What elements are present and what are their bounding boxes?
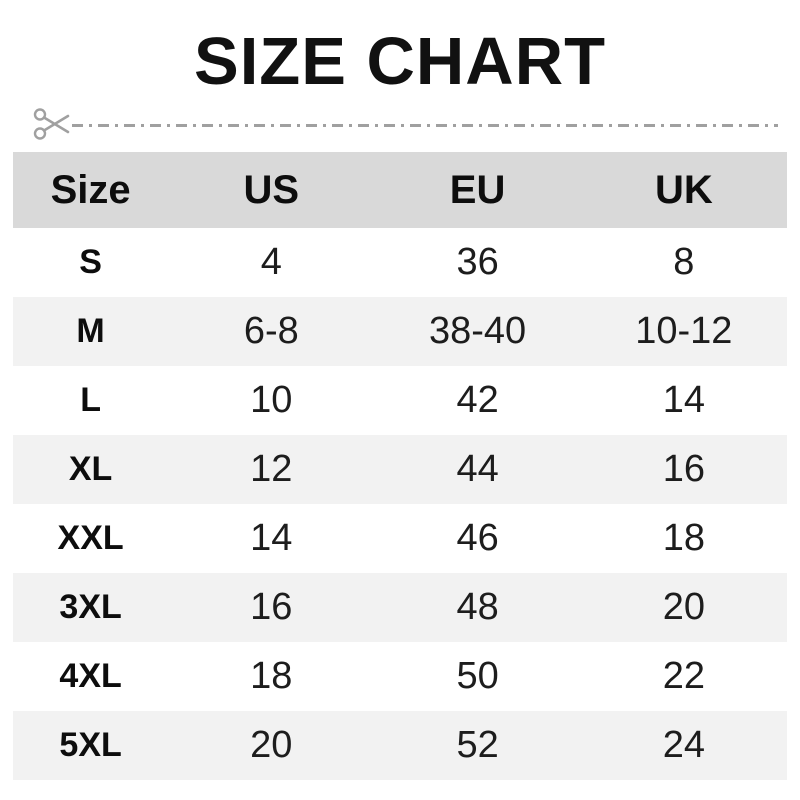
size-cell: M [76, 312, 105, 350]
uk-value-cell: 16 [662, 448, 705, 490]
table-row: XL 12 44 16 [13, 435, 787, 504]
uk-value-cell: 18 [662, 517, 705, 559]
dash-dot-line [72, 124, 778, 127]
size-cell: 3XL [59, 588, 122, 626]
size-cell: S [79, 243, 102, 281]
us-value-cell: 6-8 [243, 310, 299, 352]
table-row: L 10 42 14 [13, 366, 787, 435]
uk-value-cell: 14 [662, 379, 705, 421]
eu-value-cell: 52 [456, 724, 499, 766]
us-value-cell: 12 [250, 448, 293, 490]
eu-value-cell: 46 [456, 517, 499, 559]
header-eu: EU [374, 152, 581, 228]
eu-value-cell: 42 [456, 379, 499, 421]
us-value-cell: 20 [250, 724, 293, 766]
us-value-cell: 4 [260, 241, 282, 283]
cut-line [0, 104, 800, 144]
table-row: 4XL 18 50 22 [13, 642, 787, 711]
table-row: 5XL 20 52 24 [13, 711, 787, 780]
size-cell: 5XL [59, 726, 122, 764]
size-cell: XL [68, 450, 113, 488]
header-uk: UK [580, 152, 787, 228]
header-us: US [168, 152, 375, 228]
size-cell: L [80, 381, 101, 419]
uk-value-cell: 10-12 [635, 310, 733, 352]
size-cell: 4XL [59, 657, 122, 695]
scissors-icon [33, 108, 70, 140]
size-cell: XXL [57, 519, 124, 557]
eu-value-cell: 44 [456, 448, 499, 490]
us-value-cell: 10 [250, 379, 293, 421]
eu-value-cell: 48 [456, 586, 499, 628]
table-row: M 6-8 38-40 10-12 [13, 297, 787, 366]
eu-value-cell: 38-40 [428, 310, 527, 352]
size-chart-table: Size US EU UK S 4 36 8 M 6-8 38-40 10-12… [13, 152, 787, 780]
us-value-cell: 16 [250, 586, 293, 628]
table-row: 3XL 16 48 20 [13, 573, 787, 642]
us-value-cell: 14 [250, 517, 293, 559]
uk-value-cell: 20 [662, 586, 705, 628]
page-title: SIZE CHART [194, 24, 606, 99]
uk-value-cell: 8 [673, 241, 695, 283]
eu-value-cell: 50 [456, 655, 499, 697]
us-value-cell: 18 [250, 655, 293, 697]
uk-value-cell: 22 [662, 655, 705, 697]
table-row: XXL 14 46 18 [13, 504, 787, 573]
header-row: Size US EU UK [13, 152, 787, 228]
uk-value-cell: 24 [662, 724, 705, 766]
eu-value-cell: 36 [456, 241, 499, 283]
header-size: Size [13, 152, 169, 228]
table-row: S 4 36 8 [13, 228, 787, 297]
